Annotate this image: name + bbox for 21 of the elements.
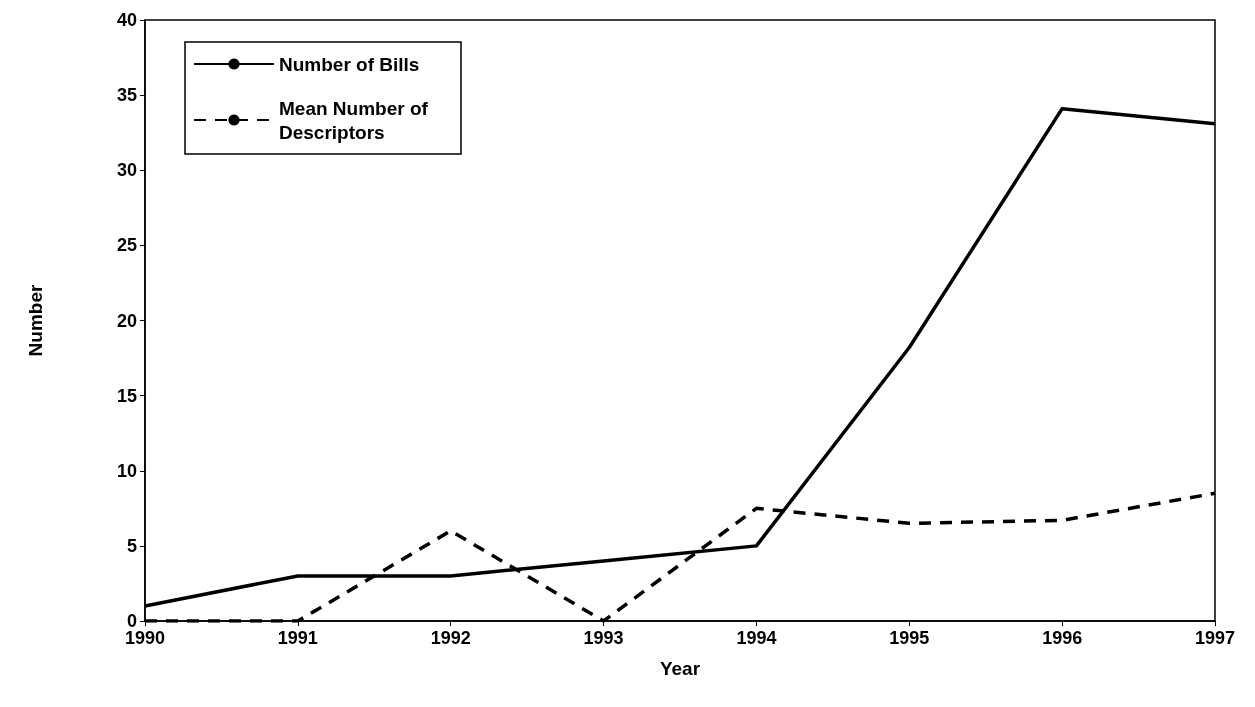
x-axis-title: Year [659,658,701,679]
x-tick-label: 1993 [583,628,624,648]
y-axis-title: Number [25,284,46,357]
x-tick-label: 1995 [889,628,930,648]
y-tick-label: 35 [116,85,137,106]
x-tick-label: 1996 [1042,628,1083,648]
y-tick-label: 30 [116,160,137,181]
x-tick-label: 1990 [124,628,166,648]
y-tick-label: 25 [116,235,137,256]
legend-label: Mean Number of Descriptors [279,97,434,143]
x-tick-label: 1997 [1194,628,1236,648]
legend-label: Number of Bills [279,53,420,75]
x-tick-label: 1991 [277,628,318,648]
y-tick-label: 0 [126,611,137,631]
x-tick-label: 1992 [430,628,471,648]
y-tick-label: 5 [126,535,137,556]
y-tick-label: 10 [116,460,137,481]
x-tick-label: 1994 [736,628,777,648]
y-tick-label: 40 [116,10,137,30]
y-tick-label: 20 [116,310,137,331]
y-tick-label: 15 [116,385,137,406]
